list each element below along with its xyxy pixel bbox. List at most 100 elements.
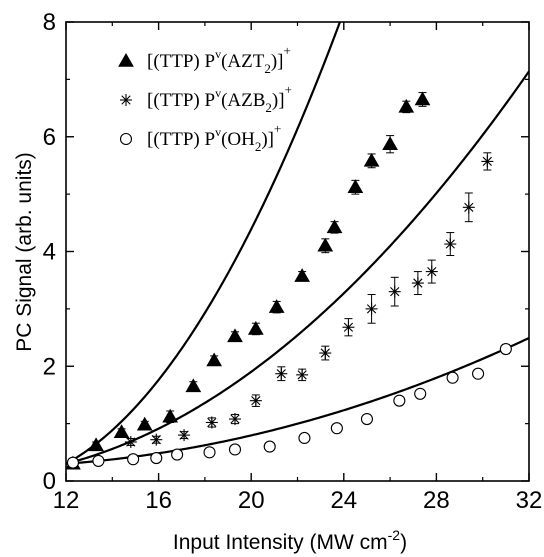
data-point-series-3: [330, 422, 343, 435]
x-tick-label: 28: [423, 487, 450, 514]
data-point-series-2: [178, 429, 191, 442]
legend-label-part: v: [215, 125, 221, 139]
asterisk-marker: [228, 413, 241, 426]
legend: [(TTP) Pv(AZT2)]+[(TTP) Pv(AZB2)]+[(TTP)…: [118, 43, 292, 154]
data-point-series-2: [296, 368, 309, 382]
legend-asterisk-marker: [120, 94, 132, 106]
asterisk-marker: [342, 321, 355, 334]
x-tick-label: 16: [145, 487, 172, 514]
filled-triangle-marker: [185, 378, 202, 393]
legend-label-part: 2: [255, 139, 262, 154]
filled-triangle-marker: [227, 328, 243, 343]
axis-ticks: [65, 21, 530, 482]
x-tick-label: 24: [330, 487, 357, 514]
data-point-series-3: [127, 453, 140, 466]
open-circle-marker: [92, 454, 105, 467]
filled-triangle-marker: [398, 98, 415, 113]
asterisk-marker: [365, 302, 378, 315]
asterisk-marker: [388, 285, 401, 298]
data-point-series-1: [363, 152, 380, 169]
legend-label-part: [(TTP) P: [147, 129, 215, 150]
data-point-series-1: [294, 268, 310, 282]
data-point-series-3: [92, 454, 105, 467]
data-point-series-2: [425, 259, 438, 284]
open-circle-marker: [446, 371, 459, 384]
asterisk-marker: [462, 201, 475, 214]
open-circle-marker: [171, 448, 184, 461]
x-axis-label: Input Intensity (MW cm-2): [173, 527, 407, 554]
open-circle-marker: [499, 342, 512, 356]
legend-label-part: [(TTP) P: [147, 90, 215, 111]
data-point-series-3: [414, 387, 427, 400]
legend-label-part: (OH: [221, 129, 255, 150]
legend-label-part: 2: [265, 100, 272, 115]
data-point-series-1: [88, 437, 104, 452]
data-point-series-3: [393, 394, 406, 407]
x-tick-label: 32: [516, 487, 543, 514]
data-point-series-3: [203, 446, 216, 459]
filled-triangle-marker: [162, 408, 179, 423]
open-circle-marker: [298, 431, 311, 445]
data-point-series-2: [228, 413, 241, 426]
legend-label-part: (AZT: [221, 51, 265, 72]
asterisk-marker: [411, 277, 424, 290]
data-point-series-2: [462, 192, 475, 223]
filled-triangle-marker: [88, 437, 104, 452]
legend-entry-3: [(TTP) Pv(OH2)]+: [119, 121, 281, 154]
data-point-series-3: [171, 448, 184, 461]
data-point-series-1: [247, 320, 264, 336]
data-point-series-2: [275, 366, 288, 382]
data-markers: [65, 91, 512, 470]
data-point-series-2: [205, 416, 218, 429]
open-circle-marker: [150, 451, 163, 465]
y-tick-label: 6: [43, 124, 56, 151]
legend-label: [(TTP) Pv(AZB2)]+: [147, 82, 292, 115]
data-point-series-2: [249, 394, 262, 407]
filled-triangle-marker: [317, 237, 334, 252]
data-point-series-3: [472, 367, 485, 380]
filled-triangle-marker: [326, 219, 343, 234]
asterisk-marker: [205, 416, 218, 429]
data-point-series-2: [411, 271, 424, 296]
open-circle-marker: [360, 412, 374, 426]
data-point-series-2: [319, 345, 332, 361]
filled-triangle-marker: [247, 320, 264, 335]
data-point-series-1: [162, 408, 179, 423]
legend-label-part: (AZB: [221, 90, 265, 111]
data-point-series-1: [136, 416, 153, 431]
y-axis-label: PC Signal (arb. units): [13, 152, 36, 352]
filled-triangle-marker: [294, 268, 310, 282]
legend-filled-triangle-marker: [118, 52, 134, 67]
legend-label: [(TTP) Pv(OH2)]+: [147, 121, 281, 154]
data-point-series-3: [150, 451, 163, 465]
open-circle-marker: [330, 422, 343, 435]
fit-curve-series-2: [66, 70, 529, 465]
x-tick-label: 12: [53, 487, 80, 514]
legend-entry-2: [(TTP) Pv(AZB2)]+: [120, 82, 292, 115]
data-point-series-1: [185, 378, 202, 393]
legend-label-part: +: [284, 43, 291, 58]
asterisk-marker: [481, 155, 494, 168]
legend-label-part: [(TTP) P: [147, 51, 215, 72]
filled-triangle-marker: [347, 179, 364, 193]
asterisk-marker: [275, 367, 288, 380]
legend-entry-1: [(TTP) Pv(AZT2)]+: [118, 43, 291, 76]
open-circle-marker: [127, 453, 140, 466]
legend-label-part: )]: [271, 51, 284, 72]
fit-curve-series-3: [66, 337, 529, 465]
legend-label-part: v: [215, 47, 221, 61]
asterisk-marker: [178, 429, 191, 442]
data-point-series-1: [326, 219, 343, 234]
open-circle-marker: [203, 446, 216, 459]
open-circle-marker: [66, 456, 79, 469]
filled-triangle-marker: [136, 416, 153, 431]
filled-triangle-marker: [268, 299, 285, 313]
data-point-series-1: [113, 424, 130, 438]
data-point-series-2: [342, 318, 355, 337]
data-point-series-3: [446, 371, 459, 384]
asterisk-marker: [296, 368, 309, 381]
data-point-series-1: [268, 299, 285, 314]
data-point-series-2: [124, 435, 137, 448]
y-tick-label: 4: [43, 239, 56, 266]
